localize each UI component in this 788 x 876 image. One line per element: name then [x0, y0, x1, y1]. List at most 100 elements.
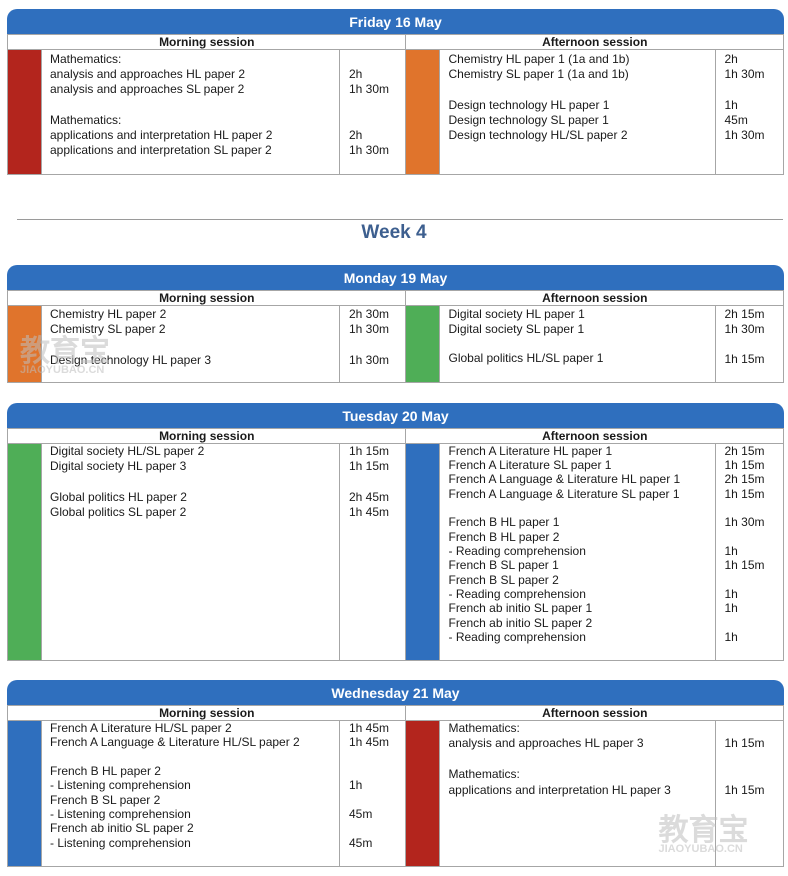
day-header: Monday 19 May [7, 265, 784, 290]
subject-text: French A Literature SL paper 1 [448, 458, 612, 472]
subject-text: applications and interpretation HL paper… [448, 783, 671, 797]
subject-text: Digital society HL paper 1 [448, 307, 585, 321]
subject-text: - Reading comprehension [448, 630, 586, 644]
session-heading: Afternoon session [406, 705, 783, 721]
subject-text: French A Literature HL/SL paper 2 [50, 721, 232, 735]
session-grid: Morning session Digital society HL/SL pa… [7, 428, 784, 661]
week-title: Week 4 [361, 222, 427, 243]
duration-text: 2h 30m [349, 307, 390, 321]
duration-text: 1h [724, 544, 738, 558]
subject-text: Mathematics: [448, 767, 520, 781]
duration-text: 1h 15m [724, 458, 765, 472]
subject-text: - Reading comprehension [448, 544, 586, 558]
duration-text: 1h 30m [349, 82, 390, 96]
duration-text: 45m [724, 113, 748, 127]
session-heading: Morning session [8, 705, 406, 721]
subject-color-bar [406, 306, 441, 382]
duration-text: 1h 30m [724, 515, 765, 529]
subject-text: French A Literature HL paper 1 [448, 444, 613, 458]
session-body: French A Literature HL/SL paper 2 1h 45m… [8, 721, 405, 866]
subject-text: French B SL paper 2 [448, 573, 559, 587]
duration-text: 1h 15m [724, 558, 765, 572]
subject-text: French ab initio SL paper 1 [448, 601, 593, 615]
subject-text: Digital society HL/SL paper 2 [50, 444, 205, 458]
duration-text: 1h [724, 601, 738, 615]
duration-text: 45m [349, 807, 373, 821]
duration-text: 1h 30m [724, 322, 765, 336]
session-grid: Morning session French A Literature HL/S… [7, 705, 784, 867]
session-body: Digital society HL/SL paper 2 1h 15m Dig… [8, 444, 405, 660]
subject-column [42, 444, 340, 660]
duration-text: 1h 15m [349, 459, 390, 473]
duration-text: 1h [724, 98, 738, 112]
week-divider [17, 219, 783, 220]
subject-text: French B SL paper 2 [50, 793, 161, 807]
subject-text: Mathematics: [50, 52, 122, 66]
subject-text: Global politics HL paper 2 [50, 490, 187, 504]
subject-color-bar [406, 444, 441, 660]
session-body: Mathematics: analysis and approaches HL … [8, 50, 405, 174]
duration-text: 2h [349, 67, 363, 81]
day-block-monday: Monday 19 May Morning session Chemistry … [7, 265, 784, 383]
duration-text: 1h 30m [349, 143, 390, 157]
duration-text: 1h 15m [724, 783, 765, 797]
subject-column [42, 306, 340, 382]
morning-session: Morning session Digital society HL/SL pa… [8, 428, 407, 661]
duration-text: 1h 15m [349, 444, 390, 458]
subject-color-bar [8, 444, 42, 660]
duration-text: 1h 45m [349, 735, 390, 749]
session-heading: Afternoon session [406, 290, 783, 306]
afternoon-session: Afternoon session Digital society HL pap… [406, 290, 784, 383]
subject-color-bar [406, 721, 441, 866]
subject-text: analysis and approaches HL paper 2 [50, 67, 246, 81]
subject-text: Chemistry HL paper 1 (1a and 1b) [448, 52, 630, 66]
subject-column [440, 721, 717, 866]
subject-text: Chemistry SL paper 2 [50, 322, 166, 336]
morning-session: Morning session French A Literature HL/S… [8, 705, 407, 867]
afternoon-session: Afternoon session French A Literature HL… [406, 428, 784, 661]
subject-text: Design technology HL paper 3 [50, 353, 211, 367]
subject-text: Chemistry HL paper 2 [50, 307, 167, 321]
subject-text: French B HL paper 2 [50, 764, 161, 778]
session-body: French A Literature HL paper 1 2h 15m Fr… [406, 444, 783, 660]
session-heading: Afternoon session [406, 34, 783, 50]
subject-text: French ab initio SL paper 2 [50, 821, 194, 835]
subject-column [440, 50, 717, 174]
duration-text: 2h 15m [724, 444, 765, 458]
day-header: Wednesday 21 May [7, 680, 784, 705]
duration-text: 1h 30m [724, 128, 765, 142]
afternoon-session: Afternoon session Chemistry HL paper 1 (… [406, 34, 784, 175]
duration-text: 1h [724, 587, 738, 601]
subject-color-bar [406, 50, 441, 174]
subject-text: Chemistry SL paper 1 (1a and 1b) [448, 67, 629, 81]
subject-text: applications and interpretation HL paper… [50, 128, 273, 142]
day-header: Tuesday 20 May [7, 403, 784, 428]
subject-text: Global politics HL/SL paper 1 [448, 351, 604, 365]
subject-text: Design technology HL/SL paper 2 [448, 128, 628, 142]
subject-color-bar [8, 721, 42, 866]
subject-color-bar [8, 306, 42, 382]
subject-text: French ab initio SL paper 2 [448, 616, 593, 630]
duration-text: 1h 45m [349, 721, 390, 735]
duration-text: 45m [349, 836, 373, 850]
subject-text: Mathematics: [50, 113, 122, 127]
session-grid: Morning session Chemistry HL paper 2 2h … [7, 290, 784, 383]
subject-text: Digital society HL paper 3 [50, 459, 187, 473]
subject-column [42, 50, 340, 174]
subject-column [440, 306, 717, 382]
duration-text: 2h 15m [724, 307, 765, 321]
duration-text: 2h [724, 52, 738, 66]
subject-text: Global politics SL paper 2 [50, 505, 187, 519]
subject-text: analysis and approaches HL paper 3 [448, 736, 644, 750]
subject-text: Design technology SL paper 1 [448, 113, 609, 127]
subject-text: French A Language & Literature HL paper … [448, 472, 681, 486]
duration-text: 1h [724, 630, 738, 644]
duration-text: 1h 15m [724, 352, 765, 366]
duration-text: 1h [349, 778, 363, 792]
subject-text: French A Language & Literature HL/SL pap… [50, 735, 300, 749]
subject-color-bar [8, 50, 42, 174]
duration-text: 1h 30m [349, 353, 390, 367]
duration-text: 2h 15m [724, 472, 765, 486]
subject-text: - Listening comprehension [50, 836, 191, 850]
subject-text: Design technology HL paper 1 [448, 98, 610, 112]
